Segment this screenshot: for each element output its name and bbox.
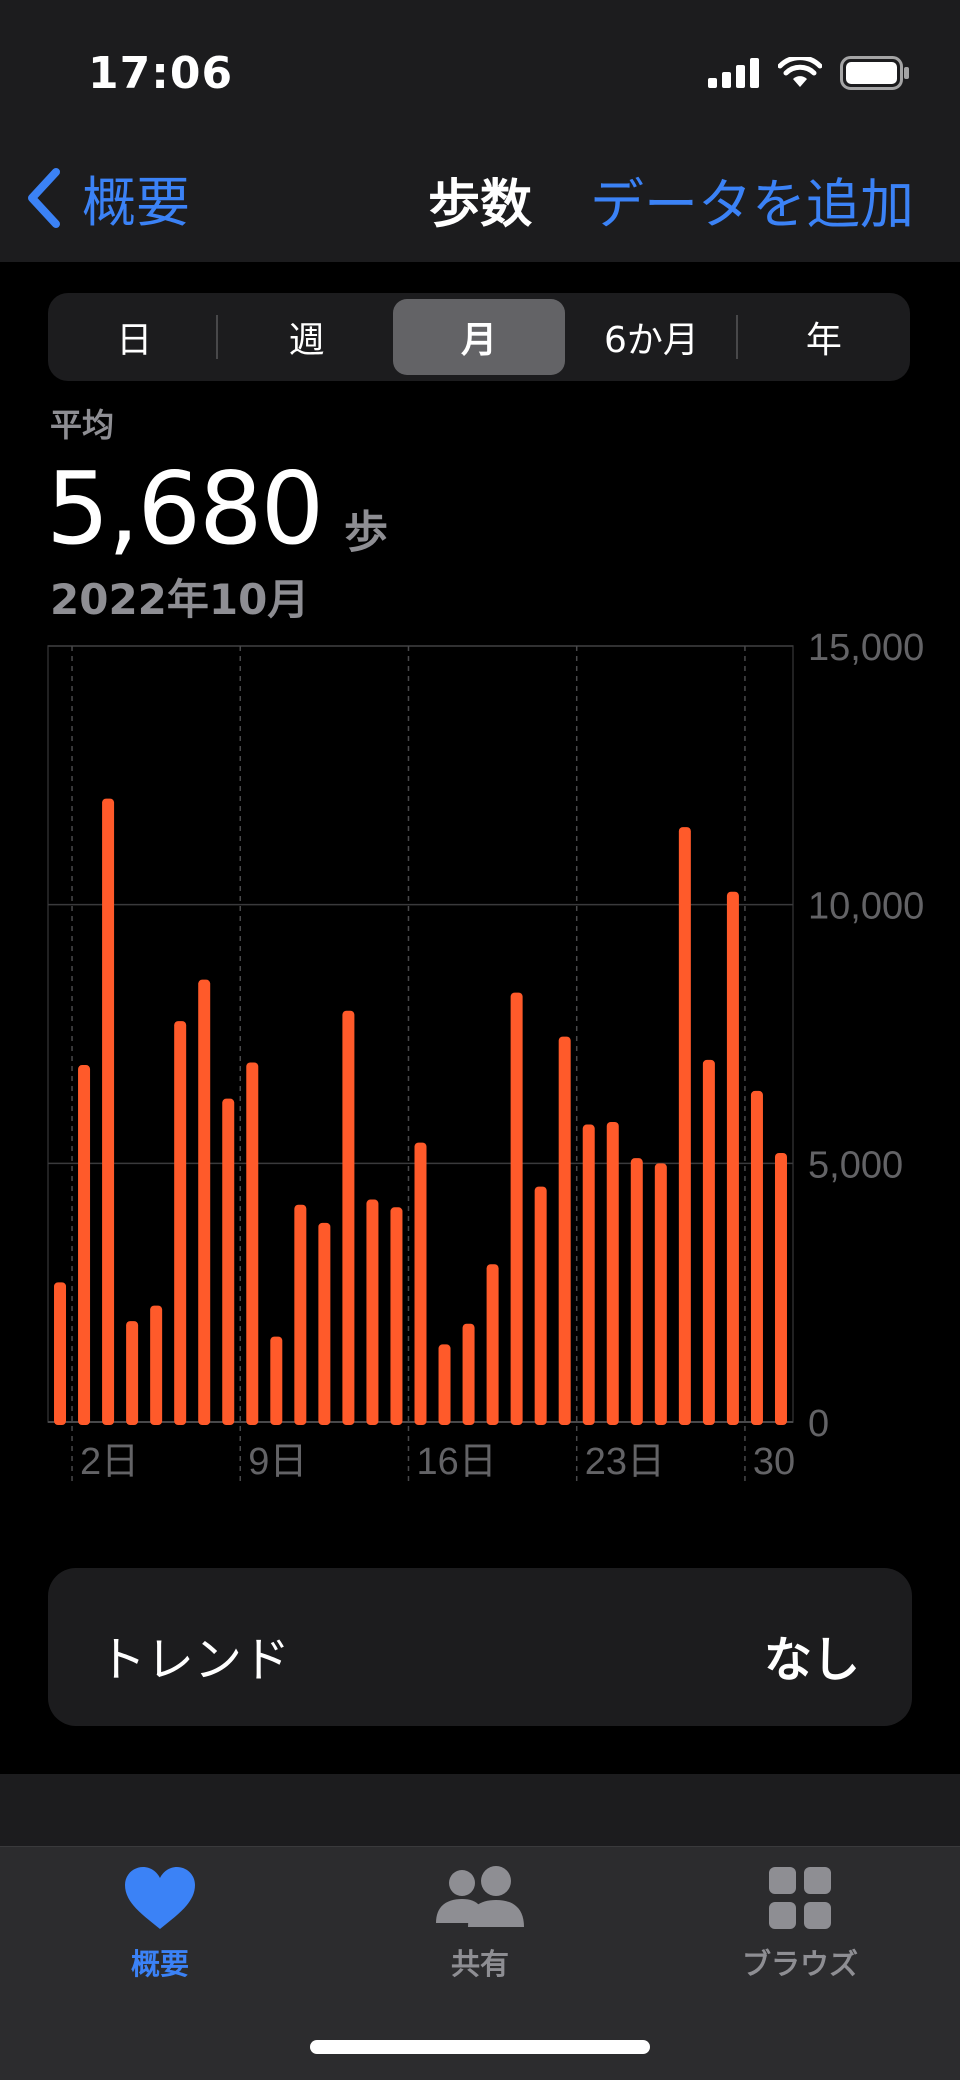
people-icon: [436, 1866, 524, 1927]
bar: [78, 1065, 91, 1425]
x-tick-label: 16日: [416, 1441, 496, 1483]
bar: [654, 1163, 667, 1425]
back-button[interactable]: 概要: [24, 158, 190, 237]
add-data-button[interactable]: データを追加: [590, 173, 914, 236]
segment-six-months[interactable]: 6か月: [603, 320, 699, 361]
bar: [126, 1321, 139, 1425]
back-label: 概要: [82, 171, 190, 234]
segment-year[interactable]: 年: [805, 320, 842, 361]
bar: [414, 1142, 427, 1425]
average-label: 平均: [50, 406, 115, 444]
x-tick-label: 2日: [80, 1441, 139, 1483]
bar: [246, 1062, 259, 1425]
grid-icon: [769, 1867, 831, 1929]
bar: [294, 1204, 307, 1425]
home-indicator: [310, 2040, 650, 2054]
status-time: 17:06: [88, 48, 234, 99]
segment-divider: [216, 315, 218, 359]
wifi-icon: [778, 57, 822, 87]
bar: [630, 1158, 643, 1425]
bar: [486, 1264, 499, 1425]
y-tick-label: 10,000: [808, 886, 924, 928]
bar: [318, 1222, 331, 1425]
content-footer: [0, 1774, 960, 1846]
steps-chart: 0 5,000 10,000 15,000 2日 9日 16日 23日 30: [0, 627, 960, 1510]
bar: [750, 1090, 763, 1425]
y-tick-label: 5,000: [808, 1144, 903, 1186]
bar: [678, 827, 691, 1425]
status-bar: 17:06: [0, 0, 960, 140]
segment-day[interactable]: 日: [116, 320, 153, 361]
tab-summary[interactable]: 概要: [40, 1865, 280, 1983]
bar: [774, 1152, 787, 1425]
tab-sharing[interactable]: 共有: [360, 1865, 600, 1983]
tab-summary-label: 概要: [130, 1947, 189, 1981]
x-tick-label: 9日: [248, 1441, 307, 1483]
trend-value: なし: [763, 1632, 860, 1688]
bar: [510, 992, 523, 1425]
bar: [102, 798, 115, 1425]
period-label: 2022年10月: [50, 575, 310, 624]
bar: [702, 1059, 715, 1425]
average-unit: 歩: [344, 507, 388, 558]
y-tick-label: 15,000: [808, 630, 924, 669]
tab-browse[interactable]: ブラウズ: [680, 1865, 920, 1983]
tab-browse-label: ブラウズ: [741, 1947, 858, 1981]
heart-icon: [125, 1867, 195, 1929]
segment-week[interactable]: 週: [288, 320, 325, 361]
segment-month[interactable]: 月: [392, 299, 566, 375]
status-icons: [708, 56, 910, 90]
chevron-left-icon: [28, 167, 60, 228]
y-tick-label: 0: [808, 1403, 829, 1445]
bar: [438, 1344, 451, 1425]
x-tick-label: 23日: [585, 1441, 665, 1483]
bar: [534, 1186, 547, 1425]
bar: [198, 979, 211, 1425]
bar: [606, 1121, 619, 1425]
bar: [390, 1207, 403, 1425]
bar: [222, 1098, 235, 1425]
segment-divider: [736, 315, 738, 359]
bar: [150, 1305, 163, 1425]
bar: [726, 891, 739, 1425]
period-segmented-control: 日 週 月 6か月 年: [48, 293, 910, 381]
average-value: 5,680: [46, 450, 324, 567]
x-tick-label: 30: [753, 1441, 795, 1483]
trend-label: トレンド: [98, 1632, 291, 1688]
bar: [582, 1124, 595, 1425]
tab-sharing-label: 共有: [450, 1947, 509, 1981]
steps-bar-chart: 0 5,000 10,000 15,000 2日 9日 16日 23日 30: [47, 627, 924, 1490]
trend-card[interactable]: トレンド なし: [48, 1568, 912, 1726]
nav-bar: 概要 歩数 データを追加: [0, 140, 960, 262]
axis-mask: [794, 1430, 808, 1490]
cellular-signal-icon: [708, 58, 759, 88]
bar: [54, 1282, 67, 1425]
bar: [174, 1021, 187, 1425]
bar: [270, 1336, 283, 1425]
bar: [366, 1199, 379, 1425]
bar: [462, 1323, 475, 1425]
page-title: 歩数: [427, 175, 532, 235]
battery-icon: [840, 56, 909, 90]
bar: [558, 1036, 571, 1425]
bar: [342, 1010, 355, 1425]
